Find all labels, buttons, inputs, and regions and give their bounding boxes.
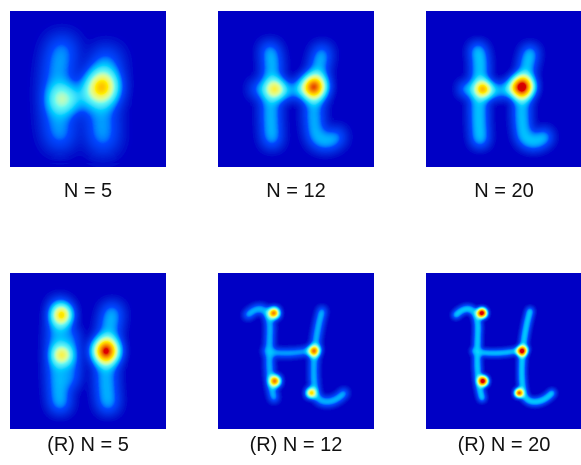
heatmap-image <box>10 11 166 167</box>
heatmap-panel-r-n20 <box>426 273 581 429</box>
caption-r-n5: (R) N = 5 <box>47 434 129 456</box>
letter-h-heat <box>10 11 166 167</box>
heatmap-panel-n5 <box>10 11 166 167</box>
caption-r-n20: (R) N = 20 <box>457 434 551 456</box>
letter-h-heat <box>10 273 166 429</box>
letter-h-heat <box>426 273 581 429</box>
caption-n5: N = 5 <box>63 180 113 202</box>
heatmap-panel-r-n5 <box>10 273 166 429</box>
heatmap-image <box>426 273 581 429</box>
heatmap-image <box>426 11 581 167</box>
letter-h-heat <box>218 273 374 429</box>
caption-n20: N = 20 <box>474 180 534 202</box>
heatmap-panel-n12 <box>218 11 374 167</box>
letter-h-heat <box>426 11 581 167</box>
heatmap-image <box>218 273 374 429</box>
heatmap-image <box>10 273 166 429</box>
caption-r-n12: (R) N = 12 <box>249 434 343 456</box>
heatmap-panel-n20 <box>426 11 581 167</box>
caption-n12: N = 12 <box>266 180 326 202</box>
letter-h-heat <box>218 11 374 167</box>
heatmap-panel-r-n12 <box>218 273 374 429</box>
heatmap-image <box>218 11 374 167</box>
